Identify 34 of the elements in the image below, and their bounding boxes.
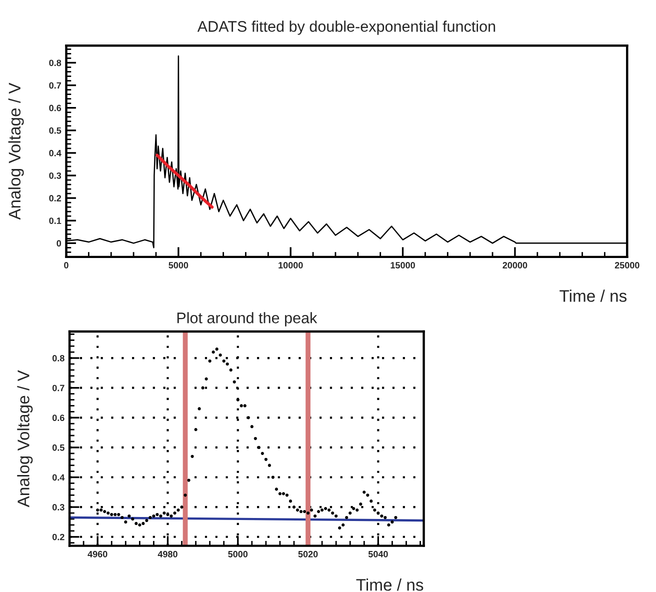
x-tick-label: 5000 [228,550,248,558]
y-tick-label: 0.3 [49,172,62,179]
y-tick-label: 0.3 [52,504,64,510]
y-tick-label: 0.6 [52,414,64,422]
y-tick-label: 0 [56,240,62,247]
x-tick-label: 4960 [88,550,108,558]
y-axis-title: Analog Voltage / V [17,370,33,508]
line-series [156,154,214,209]
y-axis-title: Analog Voltage / V [8,82,24,220]
y-tick-label: 0.6 [49,104,62,112]
y-tick-label: 0.8 [49,60,62,66]
x-axis-title: Time / ns [356,578,424,591]
y-tick-label: 0.4 [49,150,62,156]
x-tick-label: 5040 [368,550,388,558]
x-tick-label: 25000 [614,262,640,268]
y-tick-label: 0.1 [49,218,62,224]
x-tick-label: 0 [64,262,68,268]
y-tick-label: 0.2 [52,534,64,540]
y-tick-label: 0.8 [52,355,64,362]
y-tick-label: 0.7 [52,384,64,392]
x-tick-label: 5000 [168,262,188,268]
chart-title: ADATS fitted by double-exponential function [197,20,496,35]
x-axis-title: Time / ns [560,290,627,302]
x-tick-label: 5020 [298,550,318,558]
y-tick-label: 0.4 [52,474,65,481]
x-tick-label: 4980 [158,550,178,558]
x-tick-label: 15000 [390,262,415,268]
x-tick-label: 20000 [502,262,528,268]
x-tick-label: 10000 [278,262,303,268]
y-tick-label: 0.2 [49,195,62,202]
y-tick-label: 0.5 [49,127,62,134]
y-tick-label: 0.5 [52,444,64,451]
y-tick-label: 0.7 [49,82,61,89]
chart-title: Plot around the peak [177,312,318,326]
